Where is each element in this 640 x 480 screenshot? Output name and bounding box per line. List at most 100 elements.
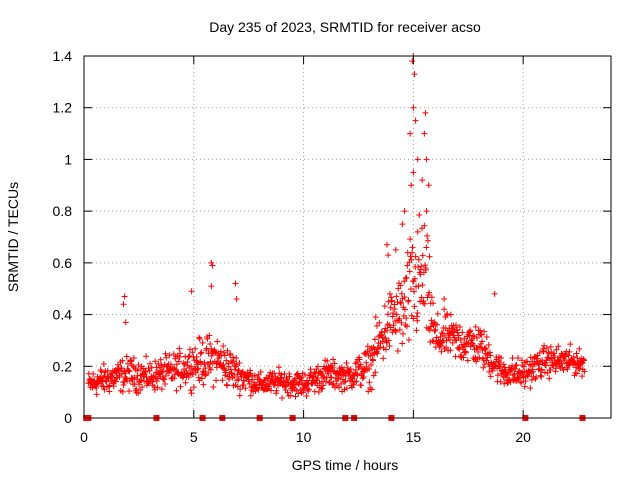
data-point	[541, 369, 548, 376]
data-point	[501, 380, 508, 387]
data-point	[314, 374, 321, 381]
data-point	[546, 375, 553, 382]
data-point	[566, 348, 573, 355]
data-point	[441, 332, 448, 339]
data-point	[459, 329, 466, 336]
data-point	[462, 349, 469, 356]
data-point	[467, 327, 474, 334]
data-point	[183, 367, 190, 374]
data-point	[438, 348, 445, 355]
data-point	[185, 354, 192, 361]
data-point	[331, 360, 338, 367]
data-point	[100, 360, 107, 367]
data-point	[497, 378, 504, 385]
data-point	[147, 360, 154, 367]
y-tick-label: 1.2	[53, 100, 73, 116]
data-point	[122, 370, 129, 377]
data-point	[319, 371, 326, 378]
data-point	[158, 386, 165, 393]
data-point	[267, 387, 274, 394]
data-point	[113, 378, 120, 385]
data-point	[395, 285, 402, 292]
data-point	[457, 336, 464, 343]
data-point	[460, 354, 467, 361]
data-point	[193, 353, 200, 360]
x-tick-label: 5	[190, 429, 198, 445]
x-tick-label: 20	[515, 429, 531, 445]
data-point	[209, 262, 216, 269]
data-point	[230, 358, 237, 365]
data-point	[122, 319, 129, 326]
data-point	[565, 352, 572, 359]
data-point	[503, 372, 510, 379]
data-point	[421, 300, 428, 307]
data-point	[573, 350, 580, 357]
data-point	[320, 382, 327, 389]
data-point	[366, 365, 373, 372]
data-point	[143, 353, 150, 360]
data-point	[441, 306, 448, 313]
data-point	[121, 293, 128, 300]
data-point	[543, 362, 550, 369]
data-point	[483, 333, 490, 340]
data-point	[473, 358, 480, 365]
data-point	[119, 388, 126, 395]
data-point	[246, 380, 253, 387]
data-point	[353, 359, 360, 366]
data-point	[106, 382, 113, 389]
data-point	[538, 366, 545, 373]
data-point	[236, 359, 243, 366]
data-point	[524, 358, 531, 365]
y-tick-label: 0.2	[53, 358, 73, 374]
data-point	[398, 290, 405, 297]
data-point	[219, 377, 226, 384]
data-point	[204, 335, 211, 342]
data-point	[426, 327, 433, 334]
data-point	[194, 366, 201, 373]
y-tick-label: 1	[64, 151, 72, 167]
data-point	[207, 366, 214, 373]
data-point	[335, 384, 342, 391]
data-point	[403, 274, 410, 281]
data-point	[423, 156, 430, 163]
data-point	[190, 384, 197, 391]
data-point	[200, 381, 207, 388]
data-point	[125, 367, 132, 374]
data-point	[426, 253, 433, 260]
data-point	[235, 376, 242, 383]
data-point	[188, 390, 195, 397]
y-tick-label: 0.6	[53, 255, 73, 271]
data-point	[396, 315, 403, 322]
data-point	[538, 373, 545, 380]
data-point	[411, 288, 418, 295]
data-point	[419, 282, 426, 289]
data-point	[560, 366, 567, 373]
data-point	[411, 303, 418, 310]
data-point	[540, 348, 547, 355]
data-point	[430, 300, 437, 307]
data-point	[385, 252, 392, 259]
data-point	[367, 361, 374, 368]
data-point	[414, 317, 421, 324]
data-point	[396, 326, 403, 333]
data-point	[401, 208, 408, 215]
data-point	[106, 388, 113, 395]
data-point	[195, 374, 202, 381]
data-point	[544, 370, 551, 377]
data-point	[329, 381, 336, 388]
y-tick-label: 0.8	[53, 203, 73, 219]
data-point	[315, 388, 322, 395]
data-point	[404, 262, 411, 269]
data-point	[422, 109, 429, 116]
data-points	[83, 53, 588, 421]
data-point	[455, 332, 462, 339]
data-point	[286, 373, 293, 380]
data-point	[121, 378, 128, 385]
data-point	[247, 392, 254, 399]
data-point	[124, 360, 131, 367]
data-point	[418, 263, 425, 270]
data-point	[409, 249, 416, 256]
data-point	[475, 348, 482, 355]
data-point	[360, 374, 367, 381]
